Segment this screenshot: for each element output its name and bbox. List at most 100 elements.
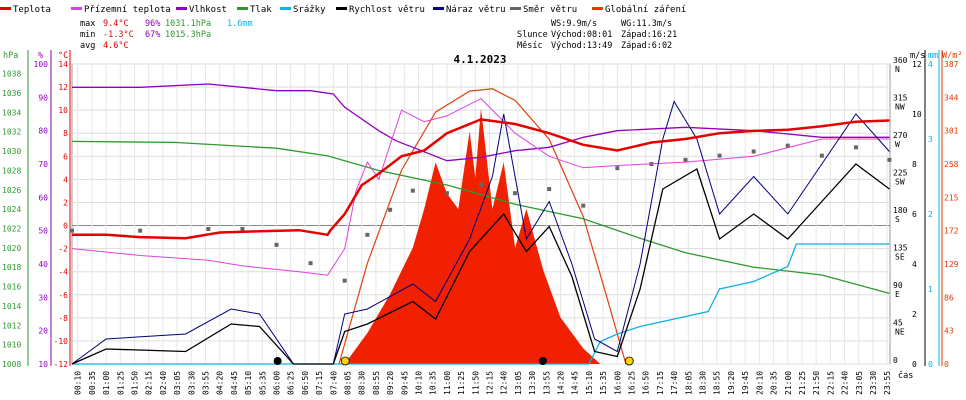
wind-dir-dot [751, 149, 756, 154]
tick-hum: 10 [38, 360, 48, 369]
tick-dir-deg: 90 [893, 281, 903, 290]
tick-hum: 80 [38, 127, 48, 136]
tick-time: 11:00 [443, 371, 452, 395]
stats-min-temp: -1.3°C [103, 30, 134, 40]
tick-time: 04:45 [230, 371, 239, 395]
tick-time: 10:35 [429, 371, 438, 395]
legend-temp: Teplota [13, 5, 51, 15]
wind-dir-dot [342, 278, 347, 283]
stats-min-hum: 67% [145, 30, 160, 40]
tick-mm: 1 [928, 285, 933, 294]
axis-title-mm: mm [928, 51, 938, 61]
legend-pressure: Tlak [250, 5, 272, 15]
tick-time: 10:10 [415, 371, 424, 395]
ground-temp-line [71, 97, 890, 276]
wind-dir-dot [547, 187, 552, 191]
tick-time: 11:25 [457, 371, 466, 395]
tick-hpa: 1010 [2, 341, 21, 350]
tick-temp: 14 [58, 60, 68, 69]
tick-dir-label: S [895, 215, 900, 224]
stats-max-temp: 9.4°C [103, 19, 129, 29]
tick-hum: 100 [34, 60, 49, 69]
tick-hpa: 1028 [2, 166, 21, 175]
tick-mm: 3 [928, 135, 933, 144]
tick-time: 16:50 [642, 371, 651, 395]
tick-time: 01:00 [102, 371, 111, 395]
tick-time: 18:05 [684, 371, 693, 395]
sun-set-marker [624, 356, 634, 366]
tick-time: 03:30 [187, 371, 196, 395]
tick-mm: 2 [928, 210, 933, 219]
tick-hum: 50 [38, 227, 48, 236]
legend-pressure-swatch [237, 7, 248, 10]
tick-hpa: 1014 [2, 302, 21, 311]
tick-time: 07:40 [329, 371, 338, 395]
wind-dir-dot [365, 232, 370, 237]
tick-time: 07:15 [315, 371, 324, 395]
tick-time: 00:35 [88, 371, 97, 395]
tick-temp: -12 [54, 360, 69, 369]
tick-time: 04:20 [216, 371, 225, 395]
tick-time: 22:40 [841, 371, 850, 395]
tick-dir-deg: 360 [893, 56, 908, 65]
tick-wm: 0 [944, 360, 949, 369]
ticks: 14121086420-2-4-6-8-10-12103810361034103… [2, 56, 959, 395]
info-moon-set: Západ:6:02 [621, 41, 672, 51]
tick-dir-deg: 180 [893, 206, 908, 215]
legend-ground-temp-swatch [71, 7, 82, 10]
tick-wm: 129 [944, 260, 959, 269]
stats-min-press: 1015.3hPa [165, 30, 211, 40]
tick-time: 05:35 [258, 371, 267, 395]
axis-title-ms: m/s [910, 51, 925, 61]
tick-temp: 8 [63, 129, 68, 138]
axis-title-wm: W/m² [942, 51, 962, 61]
legend-dir-swatch [510, 7, 521, 10]
info-ws: WS:9.9m/s [551, 19, 597, 29]
legend-gust-swatch [433, 7, 444, 10]
tick-time: 00:10 [74, 371, 83, 395]
tick-time: 05:10 [244, 371, 253, 395]
tick-hpa: 1022 [2, 225, 21, 234]
tick-time: 23:30 [869, 371, 878, 395]
tick-time: 17:15 [656, 371, 665, 395]
tick-dir-label: W [895, 140, 900, 149]
info-block: WS:9.9m/s WG:11.3m/s Slunce Východ:08:01… [517, 19, 677, 51]
series-marks [70, 83, 892, 366]
wind-dir-dot [444, 191, 449, 196]
wind-dir-dot [240, 227, 245, 231]
tick-hpa: 1036 [2, 89, 21, 98]
tick-time: 12:40 [500, 371, 509, 395]
tick-ms: 2 [912, 310, 917, 319]
tick-time: 15:10 [585, 371, 594, 395]
wind-speed-line [71, 163, 890, 365]
tick-hum: 70 [38, 160, 48, 169]
legend-rain-swatch [280, 7, 291, 10]
tick-dir-label: E [895, 290, 900, 299]
tick-wm: 172 [944, 227, 959, 236]
tick-hum: 90 [38, 93, 48, 102]
wind-gust-line [71, 100, 890, 365]
tick-time: 19:20 [727, 371, 736, 395]
axis-title-hum: % [38, 51, 43, 61]
stats-rain: 1.6mm [227, 19, 253, 29]
tick-ms: 4 [912, 260, 917, 269]
tick-wm: 43 [944, 327, 954, 336]
humidity-line [72, 83, 890, 162]
tick-dir-deg: 225 [893, 169, 908, 178]
tick-time: 21:00 [784, 371, 793, 395]
pressure-line [71, 140, 890, 295]
tick-time: 02:40 [159, 371, 168, 395]
tick-dir-label: N [895, 65, 900, 74]
stats-max-label: max [80, 19, 95, 29]
tick-time: 13:30 [528, 371, 537, 395]
tick-hum: 60 [38, 193, 48, 202]
wind-dir-dot [138, 228, 143, 233]
tick-hpa: 1008 [2, 360, 21, 369]
tick-time: 23:05 [855, 371, 864, 395]
info-sun-set: Západ:16:21 [621, 30, 677, 40]
legend-solar-swatch [592, 7, 603, 10]
wind-dir-dot [410, 188, 415, 193]
tick-time: 06:00 [273, 371, 282, 395]
stats-avg-label: avg [80, 41, 95, 51]
